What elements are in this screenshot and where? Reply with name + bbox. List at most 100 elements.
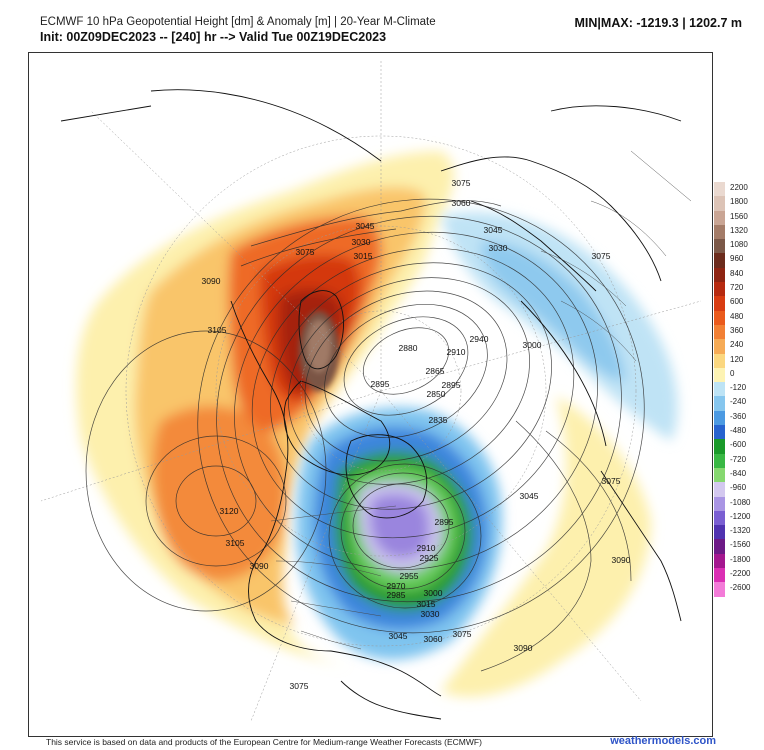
init-valid-time: Init: 00Z09DEC2023 -- [240] hr --> Valid… bbox=[40, 30, 387, 44]
colorbar-swatch bbox=[714, 210, 725, 225]
colorbar-step: -960 bbox=[714, 482, 758, 497]
colorbar-label: 1560 bbox=[730, 211, 748, 221]
colorbar-label: 1080 bbox=[730, 240, 748, 250]
colorbar-swatch bbox=[714, 425, 725, 440]
colorbar-step: -240 bbox=[714, 396, 758, 411]
brand-link[interactable]: weathermodels.com bbox=[610, 735, 716, 747]
contour-label: 3075 bbox=[592, 251, 611, 261]
colorbar-swatch bbox=[714, 239, 725, 254]
contour-label: 3075 bbox=[290, 681, 309, 691]
contour-label: 2910 bbox=[417, 543, 436, 553]
colorbar-step: -1080 bbox=[714, 496, 758, 511]
colorbar-step: 1560 bbox=[714, 210, 758, 225]
colorbar-step: 480 bbox=[714, 310, 758, 325]
contour-label: 2940 bbox=[470, 334, 489, 344]
colorbar-label: -120 bbox=[730, 383, 747, 393]
contour-label: 3075 bbox=[453, 629, 472, 639]
contour-label: 3045 bbox=[484, 225, 503, 235]
colorbar-swatch bbox=[714, 439, 725, 454]
contour-label: 2895 bbox=[435, 517, 454, 527]
polar-stereographic-map: 3075 3060 3045 3030 3075 3045 3030 3015 3075 3090… bbox=[40, 61, 702, 722]
contour-label: 3090 bbox=[202, 276, 221, 286]
colorbar-label: 120 bbox=[730, 354, 744, 364]
contour-label: 3030 bbox=[421, 609, 440, 619]
colorbar-swatch bbox=[714, 310, 725, 325]
colorbar-step: -600 bbox=[714, 439, 758, 454]
colorbar-step: 0 bbox=[714, 367, 758, 383]
colorbar-label: -1560 bbox=[730, 540, 751, 550]
colorbar-step: -840 bbox=[714, 467, 758, 483]
colorbar-label: -2600 bbox=[730, 583, 751, 593]
colorbar-label: 1320 bbox=[730, 225, 748, 235]
colorbar-swatch bbox=[714, 182, 725, 197]
positive-anomaly-core bbox=[299, 311, 339, 391]
colorbar-step: 2200 bbox=[714, 182, 758, 197]
colorbar-step: -1320 bbox=[714, 525, 758, 540]
colorbar-swatch bbox=[714, 453, 725, 468]
colorbar-label: -1200 bbox=[730, 511, 751, 521]
colorbar-label: -960 bbox=[730, 483, 747, 493]
contour-label: 3015 bbox=[354, 251, 373, 261]
contour-label: 2895 bbox=[371, 379, 390, 389]
colorbar-swatch bbox=[714, 196, 725, 211]
contour-label: 3105 bbox=[226, 538, 245, 548]
colorbar-label: -1080 bbox=[730, 497, 751, 507]
height-contours bbox=[85, 198, 645, 672]
contour-label: 2880 bbox=[399, 343, 418, 353]
colorbar-swatch bbox=[714, 568, 725, 583]
contour-label: 2895 bbox=[442, 380, 461, 390]
colorbar-label: -840 bbox=[730, 468, 747, 478]
colorbar-swatch bbox=[714, 467, 725, 483]
colorbar-step: 240 bbox=[714, 339, 758, 354]
colorbar-label: 960 bbox=[730, 254, 744, 264]
contour-label: 3090 bbox=[612, 555, 631, 565]
colorbar-swatch bbox=[714, 353, 725, 368]
contour-label: 2955 bbox=[400, 571, 419, 581]
colorbar-label: -1800 bbox=[730, 554, 751, 564]
contour-label: 2865 bbox=[426, 366, 445, 376]
colorbar-swatch bbox=[714, 525, 725, 540]
anomaly-colorbar: 2200 1800 1560 1320 1080 960 840 720 600 480 360 24… bbox=[714, 182, 758, 597]
colorbar-step: -120 bbox=[714, 382, 758, 397]
coastlines bbox=[60, 89, 682, 720]
colorbar-label: 840 bbox=[730, 268, 744, 278]
contour-label: 3120 bbox=[220, 506, 239, 516]
colorbar-label: 480 bbox=[730, 311, 744, 321]
colorbar-step: -720 bbox=[714, 453, 758, 468]
contour-label: 3000 bbox=[424, 588, 443, 598]
colorbar-label: -600 bbox=[730, 440, 747, 450]
contour-label: 3105 bbox=[208, 325, 227, 335]
contour-label: 3045 bbox=[356, 221, 375, 231]
colorbar-step: 1320 bbox=[714, 224, 758, 240]
contour-label: 3060 bbox=[424, 634, 443, 644]
colorbar-step: -1560 bbox=[714, 539, 758, 554]
attribution-footer: This service is based on data and produc… bbox=[46, 737, 482, 747]
colorbar-label: -720 bbox=[730, 454, 747, 464]
chart-title: ECMWF 10 hPa Geopotential Height [dm] & … bbox=[40, 16, 436, 28]
colorbar-label: 1800 bbox=[730, 197, 748, 207]
contour-label: 2970 bbox=[387, 581, 406, 591]
colorbar-swatch bbox=[714, 253, 725, 268]
colorbar-swatch bbox=[714, 553, 725, 569]
colorbar-label: 720 bbox=[730, 283, 744, 293]
colorbar-swatch bbox=[714, 410, 725, 426]
contour-label: 3030 bbox=[489, 243, 508, 253]
colorbar-swatch bbox=[714, 496, 725, 511]
contour-label: 2835 bbox=[429, 415, 448, 425]
contour-label: 3000 bbox=[523, 340, 542, 350]
colorbar-step: 840 bbox=[714, 267, 758, 283]
colorbar-swatch bbox=[714, 510, 725, 526]
colorbar-label: -480 bbox=[730, 426, 747, 436]
colorbar-step: 360 bbox=[714, 324, 758, 340]
colorbar-step: 600 bbox=[714, 296, 758, 311]
contour-label: 3045 bbox=[520, 491, 539, 501]
contour-label: 2910 bbox=[447, 347, 466, 357]
map-panel: 3075 3060 3045 3030 3075 3045 3030 3015 3075 3090… bbox=[28, 52, 713, 737]
contour-label: 3075 bbox=[296, 247, 315, 257]
colorbar-swatch bbox=[714, 539, 725, 554]
colorbar-step: 720 bbox=[714, 282, 758, 297]
colorbar-step: -480 bbox=[714, 425, 758, 440]
colorbar-step: -2200 bbox=[714, 568, 758, 583]
colorbar-step: 120 bbox=[714, 353, 758, 368]
contour-label: 3075 bbox=[452, 178, 471, 188]
